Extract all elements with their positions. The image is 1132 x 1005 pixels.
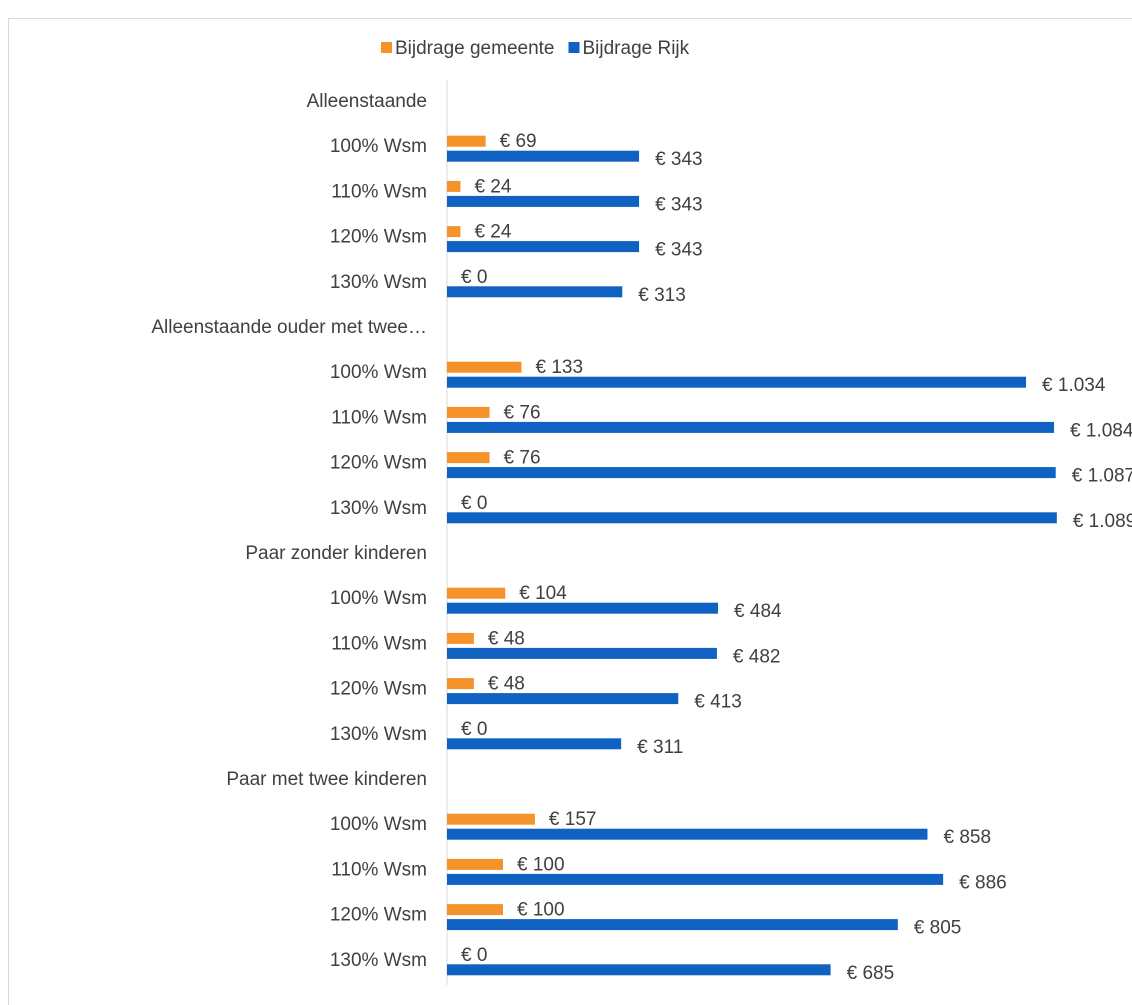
bar	[447, 195, 640, 207]
y-tick-label: 110% Wsm	[331, 633, 427, 654]
chart-frame	[8, 18, 1132, 1005]
y-tick-label: 130% Wsm	[330, 724, 427, 745]
data-label: € 76	[504, 448, 541, 469]
data-label: € 858	[943, 827, 991, 848]
data-label: € 311	[637, 737, 683, 758]
bar	[447, 647, 717, 659]
bar	[447, 467, 1056, 479]
data-label: € 0	[461, 493, 487, 514]
legend-label: Bijdrage gemeente	[395, 38, 555, 59]
bar	[447, 452, 490, 464]
data-label: € 0	[461, 267, 487, 288]
bar	[447, 241, 640, 253]
data-label: € 343	[655, 149, 703, 170]
bar	[447, 632, 474, 644]
bar	[447, 361, 522, 373]
data-label: € 1.034	[1042, 375, 1106, 396]
data-label: € 24	[474, 222, 511, 243]
y-tick-label: 110% Wsm	[331, 859, 427, 880]
bar	[447, 421, 1055, 433]
data-label: € 343	[655, 194, 703, 215]
data-label: € 482	[733, 646, 781, 667]
data-label: € 685	[847, 963, 895, 984]
data-label: € 484	[734, 601, 782, 622]
bar	[447, 512, 1057, 524]
bar	[447, 904, 503, 916]
data-label: € 413	[694, 692, 742, 713]
y-tick-label: Alleenstaande	[307, 91, 427, 112]
data-label: € 1.089	[1073, 511, 1132, 532]
bar	[447, 964, 831, 976]
y-tick-label: Alleenstaande ouder met twee…	[151, 317, 427, 338]
bar	[447, 813, 535, 825]
y-tick-label: 120% Wsm	[330, 679, 427, 700]
y-tick-label: 120% Wsm	[330, 905, 427, 926]
y-tick-label: 130% Wsm	[330, 950, 427, 971]
data-label: € 1.087	[1072, 466, 1132, 487]
y-tick-label: 120% Wsm	[330, 227, 427, 248]
data-label: € 100	[517, 854, 565, 875]
y-tick-label: Paar met twee kinderen	[226, 769, 427, 790]
data-label: € 48	[488, 674, 525, 695]
data-label: € 76	[504, 402, 541, 423]
bar	[447, 150, 640, 162]
data-label: € 0	[461, 719, 487, 740]
bar	[447, 376, 1027, 388]
data-label: € 104	[519, 583, 567, 604]
bar	[447, 828, 928, 840]
bar	[447, 858, 503, 870]
y-tick-label: 100% Wsm	[330, 814, 427, 835]
data-label: € 805	[914, 918, 962, 939]
bar	[447, 226, 461, 238]
y-tick-label: 100% Wsm	[330, 588, 427, 609]
bar	[447, 286, 623, 298]
data-label: € 48	[488, 628, 525, 649]
bar	[447, 135, 486, 147]
data-label: € 24	[474, 176, 511, 197]
data-label: € 133	[535, 357, 583, 378]
y-tick-label: 110% Wsm	[331, 181, 427, 202]
y-tick-label: 130% Wsm	[330, 498, 427, 519]
legend-label: Bijdrage Rijk	[583, 38, 690, 59]
y-tick-label: 110% Wsm	[331, 407, 427, 428]
data-label: € 886	[959, 872, 1007, 893]
bar	[447, 738, 622, 750]
bar	[447, 602, 719, 614]
bar	[447, 180, 461, 192]
data-label: € 343	[655, 240, 703, 261]
data-label: € 100	[517, 900, 565, 921]
data-label: € 313	[638, 285, 686, 306]
y-tick-label: 120% Wsm	[330, 453, 427, 474]
y-tick-label: 100% Wsm	[330, 136, 427, 157]
bar	[447, 406, 490, 418]
bar	[447, 919, 898, 931]
bar	[447, 587, 506, 599]
legend-swatch	[381, 42, 392, 53]
data-label: € 69	[500, 131, 537, 152]
data-label: € 157	[549, 809, 597, 830]
bar	[447, 678, 474, 690]
y-tick-label: 130% Wsm	[330, 272, 427, 293]
data-label: € 1.084	[1070, 420, 1132, 441]
y-tick-label: 100% Wsm	[330, 362, 427, 383]
data-label: € 0	[461, 945, 487, 966]
legend-swatch	[568, 42, 580, 53]
y-tick-label: Paar zonder kinderen	[245, 543, 427, 564]
bar	[447, 873, 944, 885]
bar	[447, 693, 679, 705]
